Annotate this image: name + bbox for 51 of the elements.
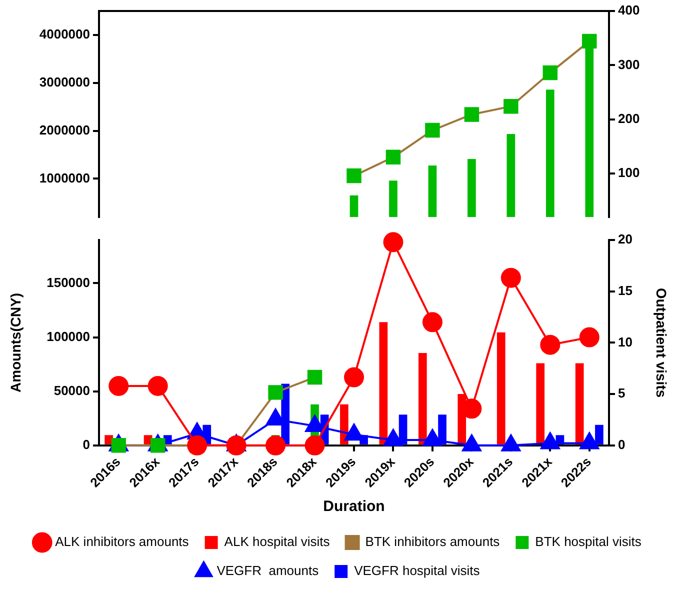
bar — [418, 352, 427, 444]
y2-tick-label: 400 — [618, 2, 640, 18]
y-tick-label: 4000000 — [39, 26, 90, 42]
point — [268, 385, 283, 400]
legend-label: VEGFR hospital visits — [354, 563, 480, 578]
y-tick-label: 1000000 — [39, 170, 90, 186]
bar — [575, 363, 584, 444]
legend-label: ALK hospital visits — [224, 534, 330, 550]
point — [383, 232, 404, 252]
y-tick-label: 50000 — [54, 382, 90, 398]
y2-tick-label: 300 — [618, 56, 640, 72]
y2-tick-label: 10 — [618, 334, 632, 350]
y-tick-label: 0 — [82, 436, 90, 452]
y-tick-label: 150000 — [46, 274, 90, 290]
point — [148, 376, 168, 396]
legend-label: BTK hospital visits — [535, 534, 642, 550]
legend-label: BTK inhibitors amounts — [365, 534, 500, 550]
point — [108, 376, 129, 396]
point — [307, 370, 322, 385]
point — [542, 65, 558, 80]
point — [386, 150, 401, 164]
bar — [536, 363, 545, 444]
y-tick-label: 2000000 — [39, 122, 90, 138]
y2-tick-label: 5 — [618, 386, 626, 401]
y2-tick-label: 100 — [618, 165, 640, 180]
y-axis-title: Amounts(CNY) — [7, 292, 24, 392]
point — [304, 435, 325, 456]
legend-label: ALK inhibitors amounts — [55, 534, 190, 550]
point — [464, 107, 480, 122]
y2-tick-label: 15 — [618, 282, 632, 298]
y2-tick-label: 200 — [618, 111, 640, 126]
y2-axis-title: Outpatient visits — [654, 288, 670, 398]
point — [226, 435, 246, 456]
point — [582, 34, 597, 49]
y2-tick-label: 20 — [618, 232, 632, 247]
point — [187, 435, 208, 456]
point — [344, 367, 364, 388]
y-tick-label: 3000000 — [39, 74, 90, 90]
point — [504, 98, 518, 114]
bar — [379, 322, 388, 444]
point — [346, 168, 362, 184]
point — [422, 312, 442, 332]
point — [266, 435, 286, 456]
y-tick-label: 100000 — [46, 328, 90, 344]
legend-label: VEGFR amounts — [216, 563, 320, 578]
point — [540, 334, 560, 355]
point — [425, 122, 440, 138]
point — [579, 327, 600, 348]
point — [500, 268, 521, 288]
y2-tick-label: 0 — [618, 436, 626, 452]
x-axis-title: Duration — [323, 498, 385, 516]
